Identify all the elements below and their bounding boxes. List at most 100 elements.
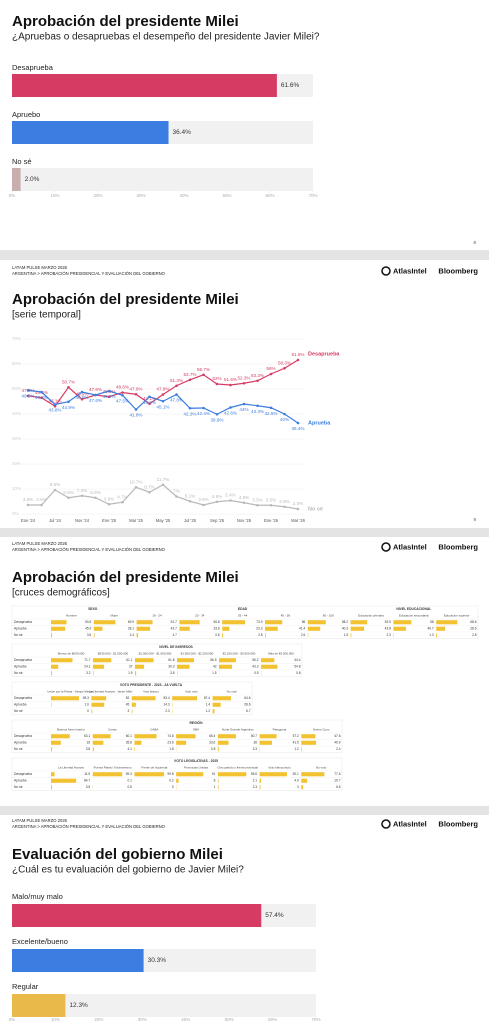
point <box>121 391 124 394</box>
x-tick-label: May '25 <box>156 518 171 523</box>
column-header: Centro <box>108 728 117 732</box>
cell-value: 60.1 <box>126 734 132 738</box>
column-header: La Libertad Avanza - Javier Milei <box>89 690 133 694</box>
cell-bar <box>134 772 165 777</box>
legend-label: Aprueba <box>308 420 331 426</box>
cell-value: 65.8 <box>213 620 219 624</box>
logo: Bloomberg <box>438 819 478 828</box>
cell-value: 0 <box>87 709 89 713</box>
column-header: Patagonia <box>273 728 287 732</box>
cell-value: 4.1 <box>127 747 132 751</box>
value-label: 53.7% <box>183 372 196 377</box>
cell-bar <box>92 747 94 752</box>
x-tick-label: Ene '26 <box>264 518 279 523</box>
point <box>229 383 232 387</box>
page-number: 9 <box>473 517 476 522</box>
cell-value: 8 <box>214 779 216 783</box>
cell-value: 28.6 <box>470 627 476 631</box>
point <box>40 503 43 507</box>
point <box>161 393 165 396</box>
value-label: 4.7% <box>117 494 127 499</box>
cell-bar <box>179 620 200 625</box>
cell-value: 43.8 <box>385 627 391 631</box>
column-header: Menos de $630.000 <box>58 652 85 656</box>
cell-value: 56.5 <box>210 658 216 662</box>
x-tick-label: 60% <box>268 1017 277 1022</box>
value-label: 39.9% <box>210 417 223 422</box>
value-label: 50.7% <box>62 379 75 384</box>
group-header: VOTO PRESIDENTE - 2023 - 2A VUELTA <box>120 683 183 687</box>
cell-bar <box>131 696 156 701</box>
cell-value: 0.1 <box>127 779 132 783</box>
cell-value: 44.4 <box>294 658 300 662</box>
row-label: Aprueba <box>14 627 27 631</box>
cell-value: 3.3 <box>253 747 258 751</box>
cell-value: 65.4 <box>209 734 215 738</box>
cell-value: 45 <box>126 703 130 707</box>
cell-bar <box>51 658 73 663</box>
kicker: LATAM PULSE MARZO 2026 <box>12 818 68 823</box>
chart-title: Aprobación del presidente Milei <box>12 569 239 586</box>
cell-value: 1.4 <box>206 703 211 707</box>
cell-value: 1.5 <box>344 633 349 637</box>
cell-value: 3.8 <box>170 671 175 675</box>
cell-bar <box>177 664 190 669</box>
row-label: Desaprueba <box>14 734 32 738</box>
cell-value: 4.9 <box>294 779 299 783</box>
cell-value: 36 <box>254 741 258 745</box>
bar <box>12 994 66 1017</box>
value-label: 56% <box>266 366 275 371</box>
value-label: 43.1% <box>48 398 61 403</box>
column-header: Educación secundaria <box>399 614 429 618</box>
cell-value: 91 <box>212 772 216 776</box>
point <box>40 390 43 394</box>
cell-bar <box>212 709 215 714</box>
point <box>283 412 286 416</box>
breadcrumb: ARGENTINA > APROBACIÓN PRESIDENCIAL Y EV… <box>12 824 166 829</box>
value-label: 11.7% <box>157 477 170 482</box>
cell-bar <box>92 740 104 745</box>
cell-value: 63.1 <box>84 734 90 738</box>
cell-value: 1.2 <box>206 709 211 713</box>
cell-bar <box>301 740 317 745</box>
value-label: 8.7% <box>144 484 154 489</box>
cell-bar <box>51 778 77 783</box>
point <box>148 402 151 406</box>
value-label: 3.6% <box>36 497 46 502</box>
cell-value: 43.3 <box>252 665 258 669</box>
category-label: Apruebo <box>12 110 40 119</box>
row-label: Desaprueba <box>14 620 32 624</box>
value-label: 4.9% <box>212 494 222 499</box>
row-label: Aprueba <box>14 665 27 669</box>
point <box>134 408 138 411</box>
cell-bar <box>217 778 219 783</box>
cell-bar <box>307 620 326 625</box>
cell-bar <box>350 633 352 638</box>
column-header: La Libertad Avanza <box>58 766 84 770</box>
cell-bar <box>93 671 94 676</box>
value-label: 45.1% <box>156 404 169 409</box>
cell-bar <box>177 658 194 663</box>
column-header: Buenos Aires Interior <box>57 728 85 732</box>
cell-bar <box>219 658 236 663</box>
point <box>202 373 205 377</box>
value-label: 47.6% <box>89 387 102 392</box>
value-label: 5.1% <box>185 493 195 498</box>
point <box>256 404 259 408</box>
cell-value: 92.1 <box>293 772 299 776</box>
column-header: Norte Grande Argentino <box>222 728 254 732</box>
value-label: 61.6% <box>291 352 304 357</box>
value-label: 12.3% <box>69 1002 88 1009</box>
cell-value: 68.6 <box>470 620 476 624</box>
row-label: No sé <box>14 747 23 751</box>
cell-bar <box>93 620 116 625</box>
cell-value: 95.6 <box>251 772 257 776</box>
cell-bar <box>176 772 204 777</box>
cell-value: 33.6 <box>209 741 215 745</box>
bar <box>12 74 277 97</box>
cell-value: 2.8 <box>472 633 477 637</box>
cell-value: 87.4 <box>204 696 210 700</box>
value-label: 10.7% <box>129 479 142 484</box>
cell-bar <box>91 702 105 707</box>
point <box>67 385 70 389</box>
